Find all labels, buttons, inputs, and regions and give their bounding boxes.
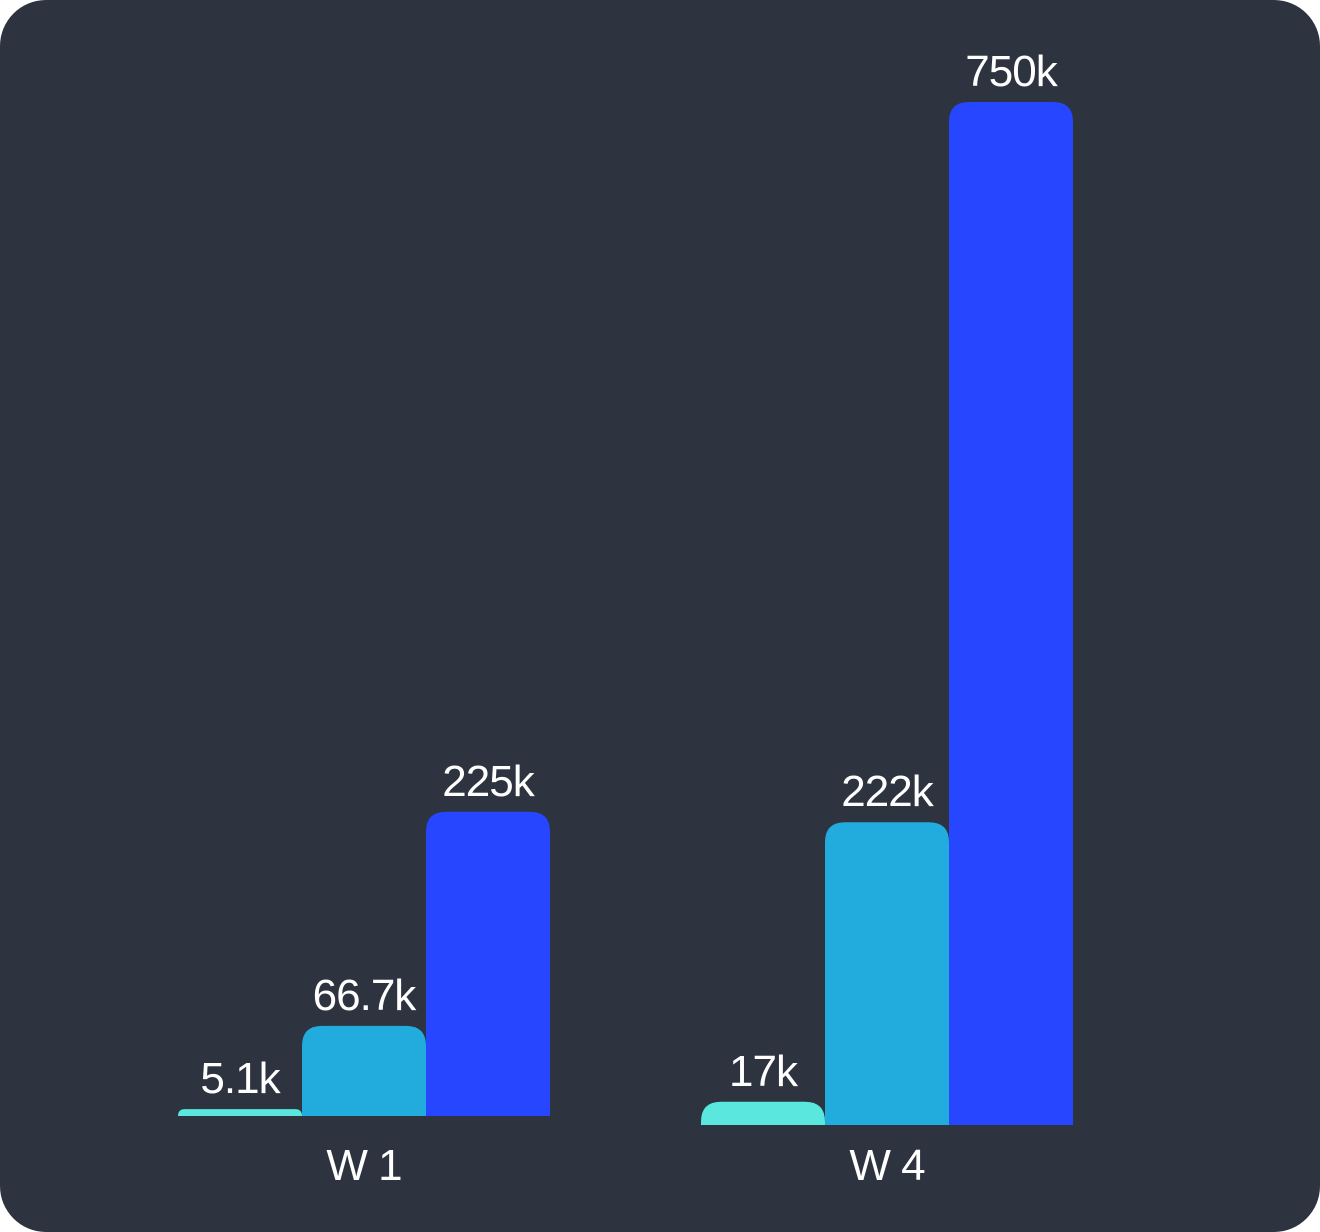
bar-w1-s3 xyxy=(426,811,550,1116)
value-label: 17k xyxy=(729,1047,799,1096)
value-labels-layer: 5.1k 66.7k 225k 17k 222k 750k xyxy=(200,47,1059,1103)
value-label: 222k xyxy=(841,767,934,816)
value-label: 66.7k xyxy=(313,971,418,1020)
value-label: 5.1k xyxy=(200,1054,281,1103)
bar-w4-s3 xyxy=(949,102,1073,1125)
bar-w1-s1 xyxy=(178,1109,302,1116)
category-label: W 1 xyxy=(326,1141,401,1190)
bar-w1-s2 xyxy=(302,1025,426,1116)
value-label: 750k xyxy=(965,47,1058,96)
category-label: W 4 xyxy=(849,1141,925,1190)
category-labels-layer: W 1 W 4 xyxy=(326,1141,926,1190)
value-label: 225k xyxy=(442,757,535,806)
bar-w4-s1 xyxy=(701,1101,825,1125)
bars-layer xyxy=(178,102,1073,1125)
bar-w4-s2 xyxy=(825,822,949,1125)
